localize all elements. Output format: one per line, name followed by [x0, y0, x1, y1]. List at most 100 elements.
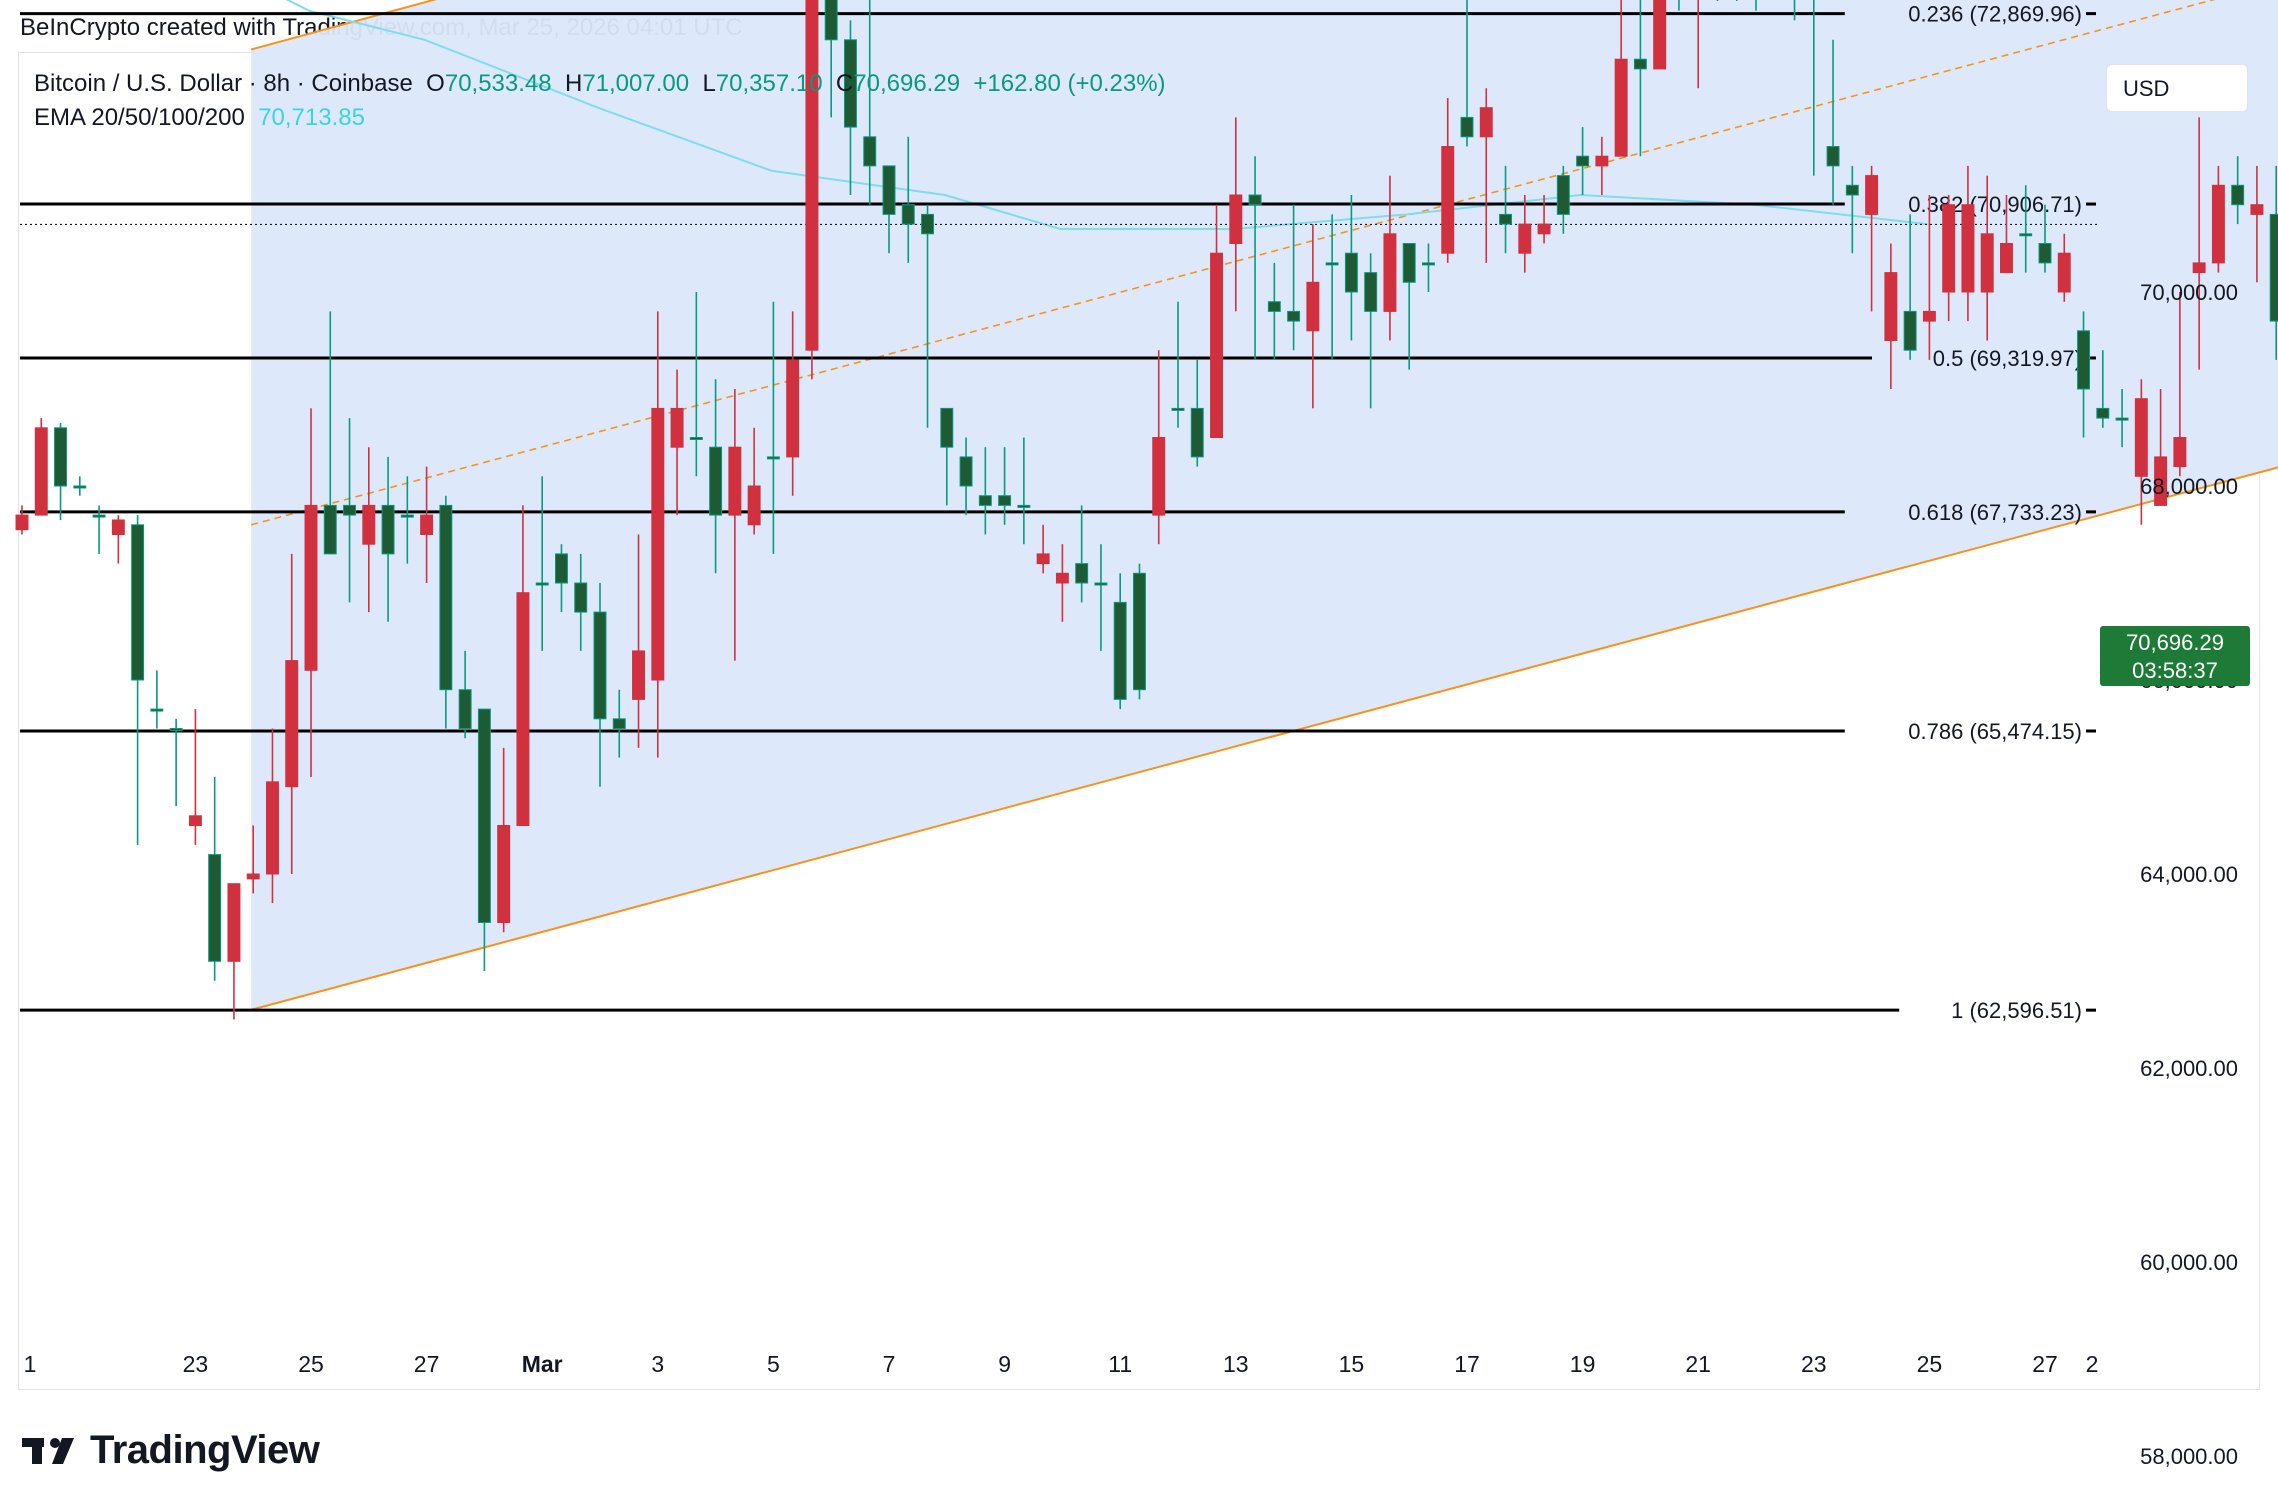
candle-body [169, 728, 183, 731]
candle-body [1865, 175, 1879, 215]
candle-body [1383, 233, 1397, 312]
candle-body [2211, 184, 2225, 264]
candle-body [1653, 0, 1667, 70]
candle-body [54, 427, 68, 487]
ema-value: 70,713.85 [258, 104, 365, 131]
candle-body [766, 456, 780, 460]
candle-body [670, 407, 684, 448]
fib-label-0.382: 0.382 (70,906.71) [1908, 192, 2082, 217]
candle [554, 544, 568, 613]
candle-body [709, 446, 723, 516]
candle [1942, 195, 1956, 322]
candle [516, 505, 530, 827]
high-value: 71,007.00 [582, 70, 690, 97]
candle-body [2231, 184, 2245, 206]
tradingview-logo-icon [22, 1437, 74, 1464]
candle [2231, 156, 2245, 225]
currency-button[interactable]: USD [2106, 64, 2248, 112]
candle [1595, 136, 1609, 195]
x-tick-label: 11 [1108, 1351, 1132, 1377]
x-tick-label: Mar [522, 1351, 563, 1377]
x-tick-label: 2 [2086, 1351, 2099, 1377]
x-tick-label: 19 [1570, 1351, 1596, 1377]
candle-body [1325, 262, 1339, 266]
y-tick-label: 60,000.00 [2140, 1250, 2238, 1275]
close-value: 70,696.29 [853, 70, 961, 97]
candle [921, 204, 935, 428]
candle-body [1826, 146, 1840, 167]
close-label: C [835, 70, 854, 97]
candle [1364, 253, 1378, 409]
candle [1826, 39, 1840, 205]
candle [805, 0, 819, 380]
fib-label-0.236: 0.236 (72,869.96) [1908, 2, 2082, 27]
x-tick-label: 23 [183, 1351, 209, 1377]
candle [1961, 165, 1975, 322]
candle [1678, 0, 1680, 11]
candle [2250, 165, 2264, 283]
tradingview-logo[interactable]: TradingView [22, 1428, 320, 1473]
candle-body [2115, 417, 2129, 421]
candle [265, 728, 279, 904]
candle [1171, 301, 1185, 428]
candle-body [1479, 107, 1493, 138]
candle-body [246, 873, 260, 880]
candle [1094, 544, 1108, 651]
candle [1402, 243, 1416, 370]
candle-body [420, 514, 434, 535]
candle [111, 515, 125, 564]
candle [304, 408, 318, 777]
candle [285, 553, 299, 874]
candle [1441, 98, 1455, 263]
x-tick-label: 7 [883, 1351, 896, 1377]
candle-body [2154, 456, 2168, 506]
candle [227, 883, 241, 1020]
candle [362, 447, 376, 613]
candle [343, 418, 357, 603]
candle-body [1075, 563, 1089, 584]
candle [15, 505, 29, 535]
x-tick-label: 17 [1454, 1351, 1480, 1377]
symbol-label: Bitcoin / U.S. Dollar · 8h · Coinbase [34, 70, 413, 97]
candle-body [1903, 310, 1917, 351]
candle [612, 689, 626, 758]
candle-body [2019, 233, 2033, 237]
candle [1306, 224, 1320, 409]
bar-countdown: 03:58:37 [2132, 658, 2218, 683]
candle-body [940, 407, 954, 448]
candle [1903, 214, 1917, 360]
current-price-value: 70,696.29 [2126, 630, 2224, 655]
candle [747, 427, 761, 535]
candle-body [1036, 553, 1050, 565]
candle [709, 379, 723, 574]
candle [131, 515, 145, 845]
candle [1036, 524, 1050, 574]
candle-body [73, 485, 87, 489]
candle-body [1132, 572, 1146, 691]
candle-body [998, 495, 1012, 506]
candle-body [1344, 252, 1358, 293]
candle-body [1094, 582, 1108, 586]
candle [2057, 233, 2071, 302]
candle-body [1537, 223, 1551, 235]
candle-body [1055, 572, 1069, 584]
candle-body [728, 446, 742, 516]
candle-body [265, 781, 279, 875]
candle-body [2096, 407, 2110, 419]
candle [92, 505, 106, 554]
candle-body [882, 165, 896, 215]
candle [1210, 204, 1224, 438]
candle [535, 476, 549, 651]
candle [1132, 563, 1146, 700]
candle-body [131, 524, 145, 681]
x-tick-label: 13 [1223, 1351, 1249, 1377]
candle [477, 708, 491, 971]
candle [1287, 204, 1301, 351]
candle [1055, 544, 1069, 622]
candle [1229, 117, 1243, 312]
candle-body [843, 39, 857, 128]
candle-body [516, 592, 530, 827]
candle-body [1576, 155, 1590, 167]
y-tick-label: 64,000.00 [2140, 862, 2238, 887]
